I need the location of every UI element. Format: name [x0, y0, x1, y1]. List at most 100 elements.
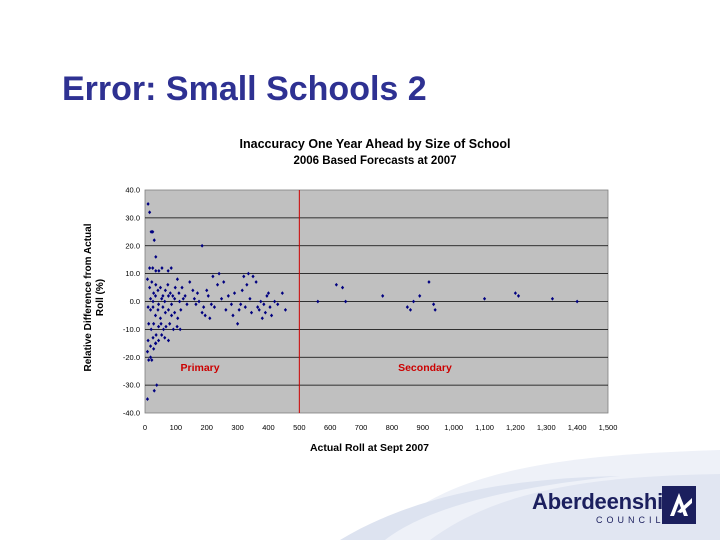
data-point — [153, 294, 158, 298]
y-tick-label: -30.0 — [123, 381, 140, 390]
data-point — [175, 324, 179, 329]
data-point — [418, 294, 422, 298]
data-point — [222, 280, 226, 284]
data-point — [163, 299, 167, 304]
x-tick-label: 1,300 — [537, 423, 556, 432]
data-point — [169, 313, 174, 318]
data-point — [203, 313, 207, 318]
data-point — [248, 296, 252, 301]
y-tick-label: 40.0 — [125, 186, 140, 195]
data-point — [191, 288, 195, 293]
data-point — [257, 307, 261, 312]
data-point — [211, 274, 215, 279]
data-point — [156, 302, 161, 307]
data-point — [408, 307, 413, 312]
data-point — [513, 291, 517, 296]
data-point — [265, 294, 269, 298]
data-point — [177, 291, 181, 296]
data-points — [145, 202, 579, 401]
data-point — [148, 355, 153, 360]
data-point — [263, 310, 267, 315]
annotation-primary: Primary — [180, 362, 219, 374]
data-point — [185, 302, 189, 307]
data-point — [158, 285, 163, 290]
x-tick-label: 1,100 — [475, 423, 494, 432]
data-point — [151, 335, 155, 340]
data-point — [245, 282, 249, 287]
data-point — [433, 307, 437, 312]
data-point — [177, 299, 182, 304]
data-point — [316, 299, 320, 304]
logo-name: Aberdeenshire — [532, 489, 684, 514]
data-point — [178, 327, 182, 332]
y-tick-label: -10.0 — [123, 325, 140, 334]
data-point — [154, 341, 158, 346]
data-point — [217, 271, 221, 276]
data-point — [195, 291, 200, 296]
data-point — [219, 296, 224, 301]
x-tick-label: 1,000 — [444, 423, 463, 432]
data-point — [148, 266, 152, 270]
x-tick-label: 0 — [143, 423, 147, 432]
data-point — [173, 310, 177, 315]
data-point — [197, 299, 201, 304]
data-point — [575, 299, 579, 304]
data-point — [159, 321, 163, 326]
data-point — [179, 307, 183, 312]
data-point — [150, 358, 154, 362]
data-point — [206, 294, 210, 298]
data-point — [344, 299, 348, 304]
data-point — [146, 305, 150, 309]
data-point — [166, 282, 170, 287]
data-point — [156, 324, 161, 329]
data-point — [188, 280, 192, 284]
y-axis-label-line: Roll (%) — [95, 279, 106, 316]
y-tick-label: 20.0 — [125, 241, 140, 250]
data-point — [152, 238, 156, 243]
data-point — [176, 316, 180, 321]
data-point — [173, 285, 177, 290]
data-point — [405, 305, 409, 309]
data-point — [160, 296, 164, 301]
y-tick-label: 30.0 — [125, 213, 140, 222]
x-tick-label: 900 — [417, 423, 430, 432]
data-point — [148, 296, 153, 301]
data-point — [205, 288, 209, 293]
data-point — [154, 255, 158, 259]
x-tick-label: 400 — [262, 423, 275, 432]
y-axis-label: Relative Difference from Actual Roll (%) — [83, 223, 106, 371]
data-point — [269, 313, 274, 318]
data-point — [150, 280, 154, 284]
data-point — [482, 296, 487, 301]
data-point — [148, 307, 153, 312]
data-point — [334, 282, 338, 287]
data-point — [200, 310, 204, 315]
data-point — [156, 338, 161, 343]
x-tick-label: 800 — [386, 423, 399, 432]
logo-subtitle: COUNCIL — [596, 515, 665, 525]
data-point — [166, 338, 171, 343]
data-point — [171, 327, 175, 332]
data-point — [151, 266, 155, 270]
data-point — [154, 268, 158, 273]
data-point — [161, 305, 165, 309]
data-point — [171, 294, 175, 298]
slide-title: Error: Small Schools 2 — [62, 70, 427, 108]
data-point — [249, 310, 254, 315]
data-point — [411, 299, 416, 304]
data-point — [156, 307, 160, 312]
data-point — [149, 327, 153, 332]
data-point — [155, 383, 159, 388]
x-tick-label: 1,500 — [599, 423, 618, 432]
data-point — [166, 307, 171, 312]
data-point — [232, 291, 237, 296]
data-point — [268, 305, 272, 309]
data-point — [151, 229, 155, 234]
data-point — [151, 299, 155, 304]
data-point — [236, 321, 240, 326]
data-point — [147, 358, 151, 362]
data-point — [166, 294, 171, 298]
data-point — [145, 349, 150, 354]
data-point — [163, 310, 167, 315]
data-point — [181, 296, 185, 301]
